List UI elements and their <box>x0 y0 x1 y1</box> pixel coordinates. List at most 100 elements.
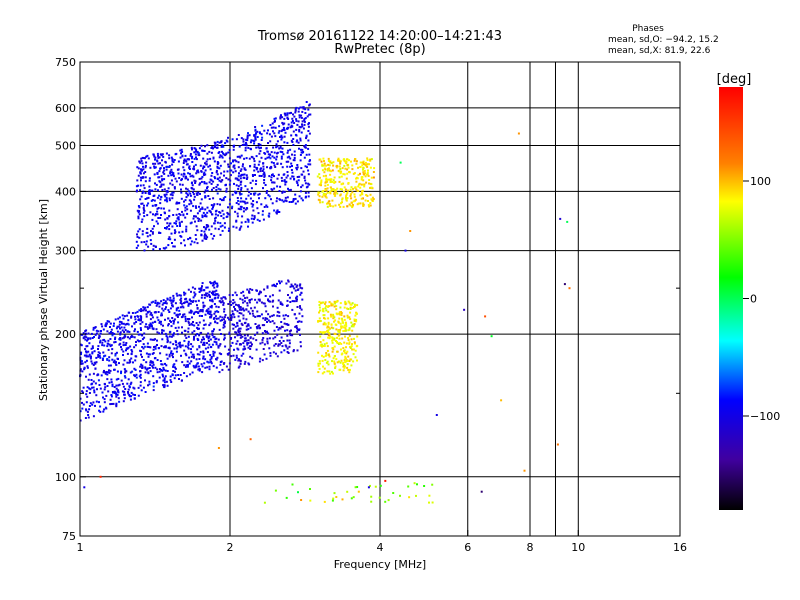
o-mode-point <box>135 341 137 343</box>
o-mode-point <box>266 340 269 343</box>
o-mode-point <box>236 322 239 325</box>
o-mode-point <box>178 378 180 380</box>
o-mode-point <box>113 359 116 362</box>
o-mode-point <box>300 148 302 151</box>
o-mode-point <box>292 199 295 201</box>
o-mode-point <box>227 368 230 371</box>
o-mode-point <box>276 163 279 165</box>
o-mode-point <box>278 326 281 329</box>
o-mode-point <box>146 197 149 200</box>
o-mode-point <box>236 310 239 313</box>
o-mode-point <box>306 185 309 188</box>
o-mode-point <box>211 293 214 296</box>
o-mode-point <box>118 323 121 326</box>
o-mode-point <box>154 182 156 185</box>
x-mode-point <box>362 203 365 206</box>
x-mode-point <box>333 345 336 348</box>
x-mode-point <box>353 342 356 345</box>
o-mode-point <box>119 332 122 335</box>
x-mode-point <box>340 359 343 362</box>
o-mode-point <box>130 395 132 398</box>
o-mode-point <box>236 347 239 350</box>
o-mode-point <box>242 342 245 345</box>
o-mode-point <box>250 298 253 301</box>
o-mode-point <box>215 171 218 174</box>
o-mode-point <box>144 306 147 309</box>
o-mode-point <box>206 211 209 214</box>
o-mode-point <box>197 338 200 341</box>
x-mode-point <box>366 194 369 197</box>
low-echo-point <box>407 485 410 488</box>
o-mode-point <box>180 188 182 191</box>
o-mode-point <box>230 319 233 321</box>
o-mode-point <box>303 123 306 126</box>
o-mode-point <box>161 189 164 191</box>
x-mode-point <box>364 164 367 166</box>
o-mode-point <box>86 386 89 389</box>
o-mode-point <box>181 150 184 153</box>
x-mode-point <box>330 323 333 326</box>
o-mode-point <box>95 394 98 397</box>
o-mode-point <box>220 333 222 335</box>
o-mode-point <box>170 352 172 355</box>
o-mode-point <box>218 179 221 182</box>
o-mode-point <box>255 201 258 204</box>
o-mode-point <box>193 294 196 297</box>
x-mode-point <box>326 370 329 373</box>
o-mode-point <box>169 375 172 378</box>
o-mode-point <box>200 229 203 232</box>
o-mode-point <box>240 225 243 228</box>
o-mode-point <box>84 348 87 351</box>
o-mode-point <box>220 215 223 217</box>
o-mode-point <box>190 311 193 314</box>
x-mode-point <box>345 195 347 198</box>
o-mode-point <box>190 360 193 363</box>
o-mode-point <box>164 218 167 221</box>
o-mode-point <box>177 313 180 316</box>
o-mode-point <box>211 334 214 336</box>
o-mode-point <box>154 204 157 207</box>
o-mode-point <box>152 244 155 247</box>
o-mode-point <box>113 322 115 325</box>
o-mode-point <box>81 333 84 336</box>
o-mode-point <box>166 190 169 193</box>
o-mode-point <box>197 327 199 330</box>
x-mode-point <box>318 195 321 198</box>
o-mode-point <box>167 224 170 227</box>
o-mode-point <box>274 285 277 288</box>
x-mode-point <box>354 158 357 161</box>
o-mode-point <box>169 299 172 302</box>
o-mode-point <box>115 363 118 366</box>
o-mode-point <box>91 403 94 406</box>
o-mode-point <box>214 213 217 216</box>
o-mode-point <box>234 309 237 311</box>
o-mode-point <box>237 315 240 318</box>
x-mode-point <box>372 171 375 173</box>
o-mode-point <box>79 368 82 371</box>
x-mode-point <box>343 164 346 167</box>
o-mode-point <box>251 205 254 208</box>
o-mode-point <box>215 341 218 344</box>
o-mode-point <box>301 298 304 301</box>
o-mode-point <box>92 386 95 389</box>
x-mode-point <box>331 347 334 350</box>
o-mode-point <box>156 371 159 374</box>
x-mode-point <box>371 196 374 199</box>
o-mode-point <box>281 151 284 154</box>
o-mode-point <box>204 358 207 361</box>
o-mode-point <box>239 306 242 308</box>
o-mode-point <box>181 315 184 318</box>
x-mode-point <box>356 344 359 347</box>
o-mode-point <box>184 301 186 304</box>
o-mode-point <box>137 184 139 187</box>
x-mode-point <box>370 158 373 161</box>
o-mode-point <box>231 310 234 313</box>
o-mode-point <box>200 233 203 236</box>
o-mode-point <box>300 308 303 311</box>
o-mode-point <box>149 313 152 316</box>
x-mode-point <box>350 325 353 328</box>
o-mode-point <box>238 145 241 148</box>
x-mode-point <box>326 183 329 186</box>
o-mode-point <box>289 334 292 337</box>
o-mode-point <box>297 141 300 144</box>
